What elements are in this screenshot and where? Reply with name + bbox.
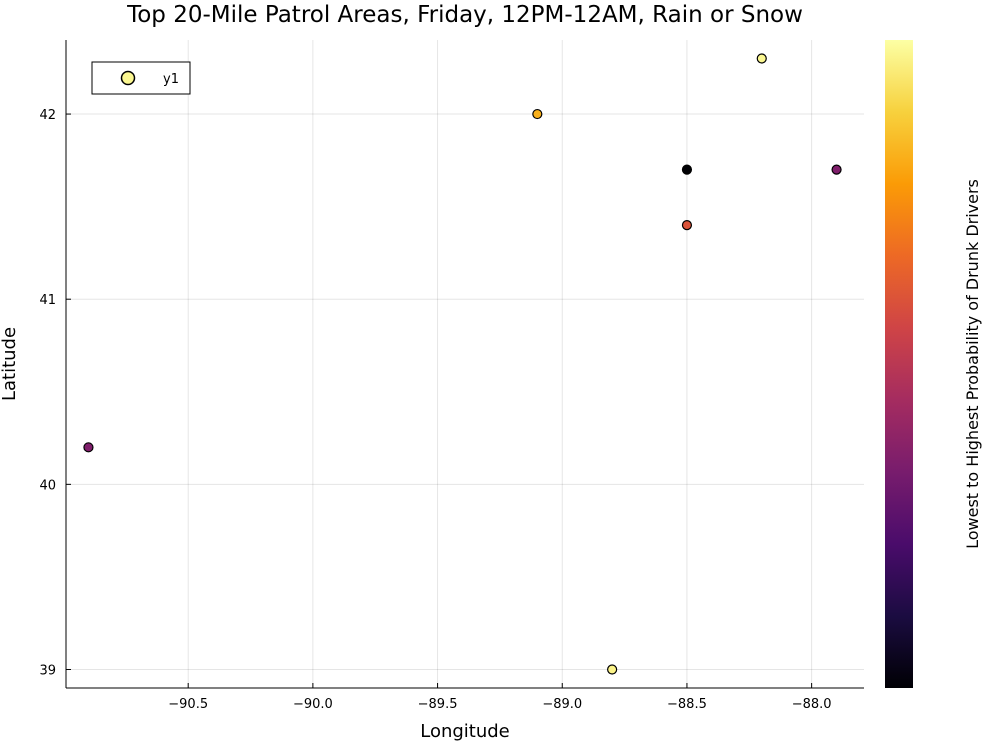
- legend-box: [91, 61, 191, 95]
- y-tick-label: 39: [39, 663, 56, 678]
- colorbar: [885, 40, 913, 688]
- y-tick-label: 40: [39, 478, 56, 493]
- x-tick-label: −88.5: [667, 697, 707, 712]
- y-axis-label: Latitude: [0, 327, 20, 401]
- data-points: [83, 53, 842, 675]
- grid: [66, 40, 864, 688]
- data-point: [532, 108, 543, 120]
- chart-title: Top 20-Mile Patrol Areas, Friday, 12PM-1…: [126, 2, 803, 28]
- x-tick-label: −90.5: [168, 697, 208, 712]
- data-point: [83, 442, 94, 453]
- x-axis-label: Longitude: [420, 721, 510, 742]
- data-point: [607, 664, 618, 675]
- y-ticks: 39 40 41 42: [39, 108, 71, 678]
- legend-marker: [120, 70, 136, 86]
- legend-label: y1: [163, 72, 179, 87]
- y-tick-label: 41: [39, 293, 56, 308]
- x-tick-label: −89.0: [542, 697, 582, 712]
- data-point: [831, 164, 842, 175]
- data-point: [681, 164, 693, 175]
- x-tick-label: −89.5: [418, 697, 458, 712]
- x-tick-label: −88.0: [792, 697, 832, 712]
- y-tick-label: 42: [39, 108, 56, 123]
- colorbar-gradient: [885, 40, 913, 688]
- colorbar-label: Lowest to Highest Probability of Drunk D…: [963, 179, 982, 549]
- data-point: [681, 220, 693, 231]
- x-tick-label: −90.0: [293, 697, 333, 712]
- legend: y1: [91, 61, 191, 95]
- axes: [65, 40, 864, 689]
- x-ticks: −90.5 −90.0 −89.5 −89.0 −88.5 −88.0: [168, 683, 832, 712]
- data-point: [756, 53, 767, 64]
